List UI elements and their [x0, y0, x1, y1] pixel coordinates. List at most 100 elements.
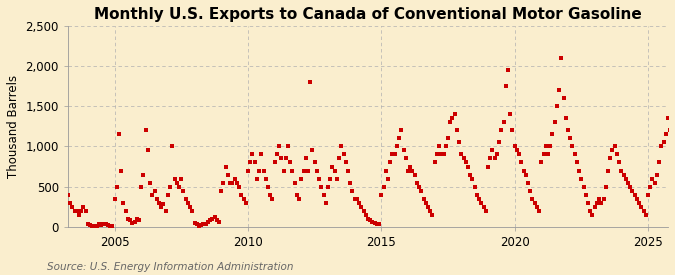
Point [654, 160, 665, 165]
Point [116, 168, 127, 173]
Point [198, 221, 209, 226]
Point [160, 208, 171, 213]
Point [72, 208, 82, 213]
Point [605, 156, 616, 161]
Point [618, 172, 629, 177]
Point [111, 185, 122, 189]
Point [194, 224, 205, 228]
Point [534, 208, 545, 213]
Point [280, 156, 291, 161]
Point [583, 200, 593, 205]
Point [509, 144, 520, 148]
Point [147, 192, 158, 197]
Point [356, 205, 367, 209]
Point [123, 216, 134, 221]
Point [362, 216, 373, 221]
Point [107, 223, 117, 228]
Point [220, 164, 231, 169]
Point [311, 168, 322, 173]
Point [558, 96, 569, 100]
Point [125, 218, 136, 222]
Point [478, 205, 489, 209]
Point [65, 200, 76, 205]
Point [271, 152, 282, 157]
Point [345, 180, 356, 185]
Point [465, 172, 476, 177]
Point [120, 208, 131, 213]
Point [493, 140, 504, 145]
Point [196, 223, 207, 227]
Point [498, 120, 509, 125]
Point [336, 144, 347, 148]
Point [527, 196, 538, 201]
Point [267, 196, 278, 201]
Point [427, 213, 438, 217]
Point [672, 148, 675, 153]
Point [376, 192, 387, 197]
Point [247, 152, 258, 157]
Point [165, 185, 176, 189]
Point [298, 168, 309, 173]
Point [434, 144, 445, 148]
Point [487, 148, 498, 153]
Point [674, 152, 675, 157]
Point [269, 160, 280, 165]
Point [576, 176, 587, 181]
Point [645, 185, 655, 189]
Point [378, 185, 389, 189]
Point [409, 172, 420, 177]
Point [596, 200, 607, 205]
Point [670, 148, 675, 153]
Point [638, 208, 649, 213]
Point [91, 224, 102, 228]
Point [296, 176, 306, 181]
Point [594, 196, 605, 201]
Point [516, 160, 526, 165]
Point [551, 104, 562, 108]
Point [187, 208, 198, 213]
Point [438, 152, 449, 157]
Point [69, 208, 80, 213]
Point [367, 220, 378, 224]
Point [227, 180, 238, 185]
Point [82, 222, 93, 227]
Point [380, 168, 391, 173]
Point [627, 188, 638, 193]
Point [467, 176, 478, 181]
Point [531, 205, 542, 209]
Point [256, 152, 267, 157]
Point [216, 188, 227, 193]
Point [663, 116, 674, 120]
Point [452, 128, 462, 133]
Point [414, 185, 425, 189]
Point [443, 136, 454, 141]
Point [347, 188, 358, 193]
Point [331, 176, 342, 181]
Text: Source: U.S. Energy Information Administration: Source: U.S. Energy Information Administ… [47, 262, 294, 272]
Point [314, 176, 325, 181]
Point [543, 152, 554, 157]
Point [614, 160, 624, 165]
Point [547, 132, 558, 137]
Point [178, 188, 189, 193]
Point [318, 192, 329, 197]
Point [263, 185, 273, 189]
Point [476, 200, 487, 205]
Point [436, 152, 447, 157]
Point [634, 200, 645, 205]
Point [89, 224, 100, 229]
Point [529, 200, 540, 205]
Point [503, 68, 514, 72]
Point [129, 220, 140, 224]
Point [113, 132, 124, 137]
Point [458, 156, 469, 161]
Point [252, 176, 263, 181]
Point [431, 152, 442, 157]
Point [205, 218, 215, 222]
Point [80, 208, 91, 213]
Point [385, 160, 396, 165]
Point [601, 185, 612, 189]
Point [302, 168, 313, 173]
Point [158, 202, 169, 207]
Point [522, 180, 533, 185]
